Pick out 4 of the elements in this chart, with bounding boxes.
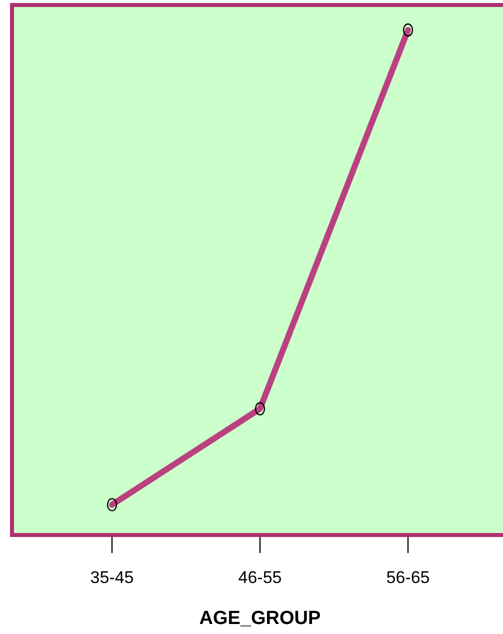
x-axis-title: AGE_GROUP: [199, 608, 322, 629]
x-tick-label: 46-55: [238, 568, 282, 587]
x-tick-label: 56-65: [386, 568, 430, 587]
x-tick-label: 35-45: [90, 568, 134, 587]
